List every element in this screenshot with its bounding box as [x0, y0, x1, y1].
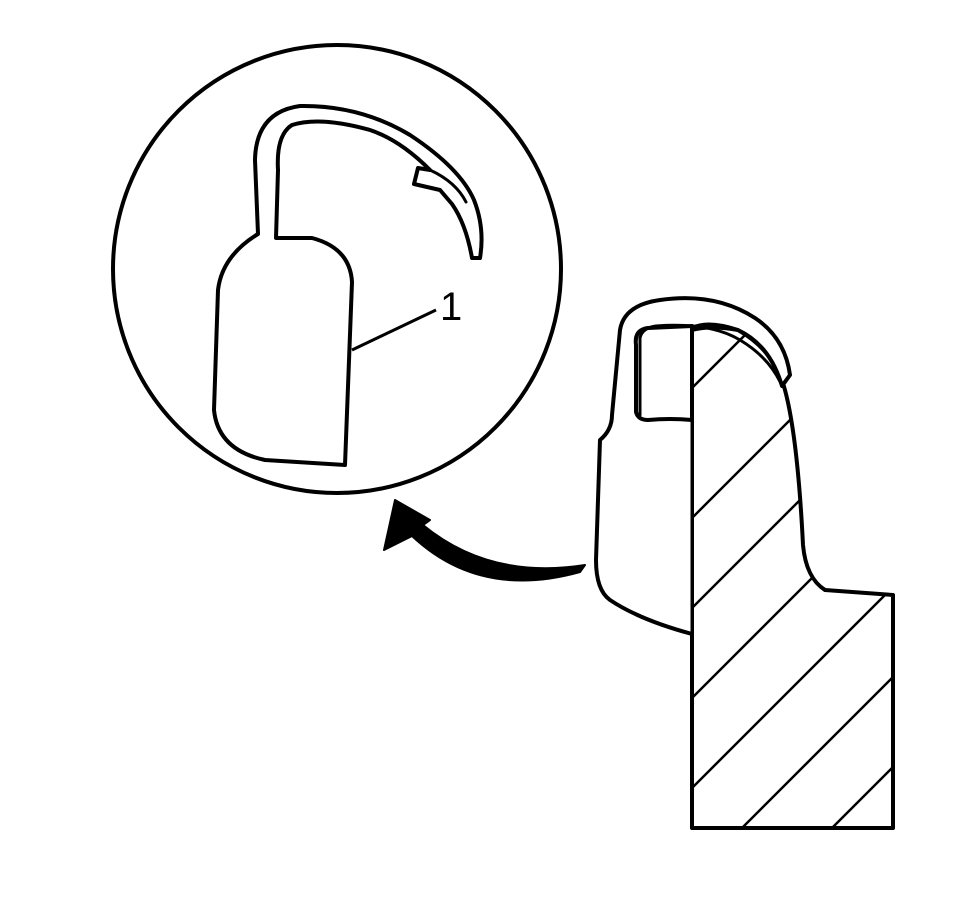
- callout-1-leader: [351, 308, 437, 352]
- magnified-lip-inner: [428, 168, 468, 204]
- magnified-weatherstrip: [212, 103, 484, 467]
- callout-1-label: 1: [440, 285, 462, 329]
- installed-weatherstrip-inner: [638, 323, 784, 417]
- magnified-weatherstrip-bulb: [212, 103, 484, 467]
- installed-weatherstrip: [594, 296, 792, 636]
- detail-arrow: [383, 499, 586, 582]
